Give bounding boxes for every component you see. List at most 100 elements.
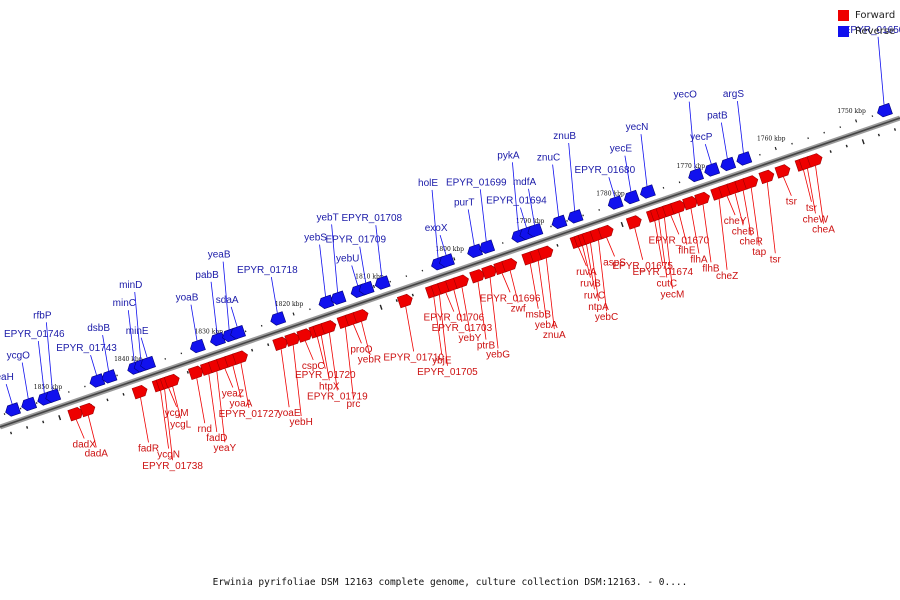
gene-label[interactable]: mdfA bbox=[513, 177, 537, 188]
reverse-gene-arrow[interactable] bbox=[551, 214, 568, 230]
gene-label[interactable]: ycgN bbox=[157, 450, 180, 461]
gene-label[interactable]: flhA bbox=[690, 254, 708, 265]
gene-label[interactable]: cheZ bbox=[716, 271, 738, 282]
gene-label[interactable]: dadX bbox=[73, 440, 97, 451]
gene-label[interactable]: yecP bbox=[690, 132, 713, 143]
gene-label[interactable]: yebC bbox=[595, 312, 618, 323]
gene-label[interactable]: ruvC bbox=[584, 290, 605, 301]
gene-label[interactable]: yecO bbox=[674, 90, 698, 101]
reverse-gene-arrow[interactable] bbox=[527, 222, 544, 238]
reverse-gene-arrow[interactable] bbox=[720, 156, 737, 172]
gene-label[interactable]: yecE bbox=[610, 144, 633, 155]
gene-label[interactable]: yebY bbox=[459, 333, 482, 344]
forward-gene-arrow[interactable] bbox=[597, 224, 614, 240]
gene-label[interactable]: yoaA bbox=[230, 399, 253, 410]
gene-label[interactable]: yoaE bbox=[278, 408, 301, 419]
gene-label[interactable]: rfbP bbox=[33, 310, 52, 321]
reverse-gene-arrow[interactable] bbox=[140, 355, 156, 371]
gene-label[interactable]: EPYR_01720 bbox=[295, 370, 356, 381]
gene-label[interactable]: EPYR_01727 bbox=[219, 409, 280, 420]
forward-gene-arrow[interactable] bbox=[670, 200, 686, 215]
reverse-gene-arrow[interactable] bbox=[704, 162, 721, 177]
gene-label[interactable]: aspS bbox=[603, 257, 626, 268]
reverse-gene-arrow[interactable] bbox=[607, 195, 624, 210]
gene-label[interactable]: cutC bbox=[657, 278, 678, 289]
reverse-gene-arrow[interactable] bbox=[5, 402, 21, 417]
gene-label[interactable]: cheY bbox=[724, 216, 747, 227]
forward-gene-arrow[interactable] bbox=[320, 320, 337, 335]
gene-label[interactable]: znuA bbox=[543, 330, 566, 341]
forward-gene-arrow[interactable] bbox=[774, 164, 791, 179]
forward-gene-arrow[interactable] bbox=[682, 195, 698, 211]
reverse-gene-arrow[interactable] bbox=[89, 373, 106, 388]
gene-label[interactable]: patB bbox=[707, 111, 728, 122]
gene-label[interactable]: cheW bbox=[803, 214, 829, 225]
reverse-gene-arrow[interactable] bbox=[567, 209, 584, 224]
gene-label[interactable]: ptrB bbox=[477, 341, 496, 352]
reverse-gene-arrow[interactable] bbox=[230, 325, 246, 340]
gene-label[interactable]: yebH bbox=[290, 417, 313, 428]
reverse-gene-arrow[interactable] bbox=[877, 102, 893, 118]
gene-label[interactable]: minE bbox=[126, 326, 149, 337]
forward-gene-arrow[interactable] bbox=[501, 258, 518, 273]
gene-label[interactable]: ycgL bbox=[170, 419, 192, 430]
gene-label[interactable]: EPYR_01650 bbox=[844, 25, 900, 36]
reverse-gene-arrow[interactable] bbox=[190, 338, 206, 354]
gene-label[interactable]: tap bbox=[752, 247, 766, 258]
forward-gene-arrow[interactable] bbox=[187, 365, 204, 380]
forward-gene-arrow[interactable] bbox=[806, 153, 823, 168]
gene-label[interactable]: prc bbox=[346, 399, 360, 410]
gene-label[interactable]: tsr bbox=[806, 203, 818, 214]
gene-label[interactable]: EPYR_01746 bbox=[4, 329, 65, 340]
gene-label[interactable]: holE bbox=[418, 178, 438, 189]
forward-gene-arrow[interactable] bbox=[694, 191, 710, 207]
forward-gene-arrow[interactable] bbox=[284, 332, 301, 347]
gene-label[interactable]: yebT bbox=[317, 212, 339, 223]
gene-label[interactable]: EPYR_01743 bbox=[56, 343, 117, 354]
forward-gene-arrow[interactable] bbox=[79, 402, 96, 418]
gene-label[interactable]: tsr bbox=[770, 254, 782, 265]
gene-label[interactable]: EPYR_01710 bbox=[383, 352, 444, 363]
forward-gene-arrow[interactable] bbox=[131, 384, 148, 400]
forward-gene-arrow[interactable] bbox=[742, 175, 759, 190]
gene-label[interactable]: msbB bbox=[525, 310, 551, 321]
forward-gene-arrow[interactable] bbox=[396, 293, 413, 309]
gene-label[interactable]: fadR bbox=[138, 443, 159, 454]
gene-label[interactable]: EPYR_01680 bbox=[575, 165, 636, 176]
gene-label[interactable]: yebA bbox=[535, 320, 558, 331]
gene-label[interactable]: flhB bbox=[702, 263, 720, 274]
reverse-gene-arrow[interactable] bbox=[330, 290, 347, 305]
gene-label[interactable]: pykA bbox=[497, 150, 520, 161]
gene-label[interactable]: purT bbox=[454, 197, 475, 208]
gene-label[interactable]: cheA bbox=[812, 225, 835, 236]
reverse-gene-arrow[interactable] bbox=[318, 294, 335, 310]
gene-label[interactable]: yeaY bbox=[213, 443, 236, 454]
reverse-gene-arrow[interactable] bbox=[736, 151, 753, 166]
gene-label[interactable]: ntpA bbox=[588, 302, 609, 313]
gene-label[interactable]: minC bbox=[113, 298, 136, 309]
gene-label[interactable]: znuB bbox=[553, 131, 576, 142]
forward-gene-arrow[interactable] bbox=[272, 336, 289, 352]
gene-label[interactable]: minD bbox=[119, 280, 142, 291]
gene-label[interactable]: EPYR_01696 bbox=[480, 293, 541, 304]
gene-label[interactable]: ycgM bbox=[165, 408, 189, 419]
gene-label[interactable]: EPYR_01703 bbox=[432, 323, 493, 334]
gene-label[interactable]: yebR bbox=[358, 355, 381, 366]
reverse-gene-arrow[interactable] bbox=[623, 189, 640, 205]
gene-label[interactable]: yoaB bbox=[176, 293, 199, 304]
forward-gene-arrow[interactable] bbox=[453, 274, 469, 289]
gene-label[interactable]: EPYR_01674 bbox=[632, 267, 693, 278]
gene-label[interactable]: EPYR_01705 bbox=[417, 367, 478, 378]
gene-label[interactable]: argS bbox=[723, 89, 744, 100]
gene-label[interactable]: tsr bbox=[786, 197, 798, 208]
reverse-gene-arrow[interactable] bbox=[467, 243, 484, 259]
gene-label[interactable]: yebU bbox=[336, 253, 359, 264]
gene-label[interactable]: htpX bbox=[319, 381, 340, 392]
forward-gene-arrow[interactable] bbox=[625, 215, 642, 230]
gene-label[interactable]: EPYR_01694 bbox=[486, 196, 547, 207]
reverse-gene-arrow[interactable] bbox=[374, 275, 391, 290]
gene-label[interactable]: EPYR_01708 bbox=[342, 213, 403, 224]
gene-label[interactable]: ruvB bbox=[580, 279, 601, 290]
gene-label[interactable]: sdaA bbox=[216, 295, 239, 306]
gene-label[interactable]: EPYR_01719 bbox=[307, 392, 368, 403]
